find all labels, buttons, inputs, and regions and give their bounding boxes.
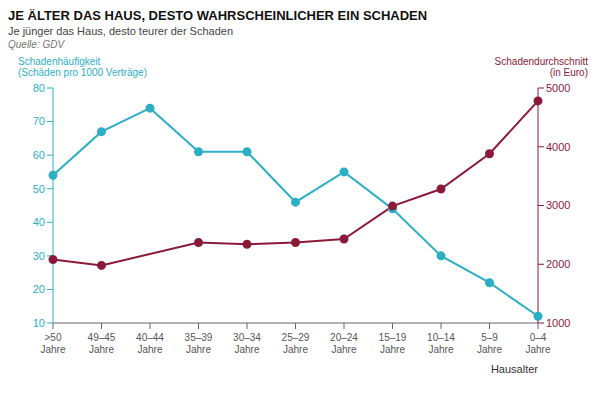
html-text:JE ÄLTER DAS HAUS, DESTO WAHRS: JE ÄLTER DAS HAUS, DESTO WAHRSCHEINLICHE… [8, 8, 428, 23]
svg-text:>50Jahre: >50Jahre [40, 332, 65, 355]
svg-text:5000: 5000 [546, 82, 570, 94]
svg-text:30: 30 [33, 250, 45, 262]
svg-text:1000: 1000 [546, 317, 570, 329]
svg-text:2000: 2000 [546, 258, 570, 270]
svg-text:10–14Jahre: 10–14Jahre [427, 332, 455, 355]
svg-text:70: 70 [33, 115, 45, 127]
svg-text:20–24Jahre: 20–24Jahre [330, 332, 358, 355]
svg-text:5–9Jahre: 5–9Jahre [477, 332, 502, 355]
svg-text:40: 40 [33, 216, 45, 228]
svg-text:10: 10 [33, 317, 45, 329]
svg-text:4000: 4000 [546, 141, 570, 153]
html-text:Schadendurchschnitt (in Euro): Schadendurchschnitt (in Euro) [494, 56, 588, 78]
html-text:Quelle: GDV: Quelle: GDV [8, 39, 65, 50]
svg-text:0–4Jahre: 0–4Jahre [525, 332, 550, 355]
svg-text:35–39Jahre: 35–39Jahre [185, 332, 213, 355]
svg-text:80: 80 [33, 82, 45, 94]
svg-text:30–34Jahre: 30–34Jahre [233, 332, 261, 355]
svg-text:25–29Jahre: 25–29Jahre [282, 332, 310, 355]
html-text:Je jünger das Haus, desto teur: Je jünger das Haus, desto teurer der Sch… [8, 25, 233, 37]
svg-text:60: 60 [33, 149, 45, 161]
svg-text:50: 50 [33, 183, 45, 195]
svg-text:49–45Jahre: 49–45Jahre [88, 332, 116, 355]
svg-text:20: 20 [33, 283, 45, 295]
svg-text:15–19Jahre: 15–19Jahre [379, 332, 407, 355]
svg-text:40–44Jahre: 40–44Jahre [136, 332, 164, 355]
svg-text:3000: 3000 [546, 199, 570, 211]
svg-text:Hausalter: Hausalter [491, 363, 538, 375]
html-text:Schadenhäufigkeit (Schäden pro: Schadenhäufigkeit (Schäden pro 1000 Vert… [18, 56, 147, 78]
